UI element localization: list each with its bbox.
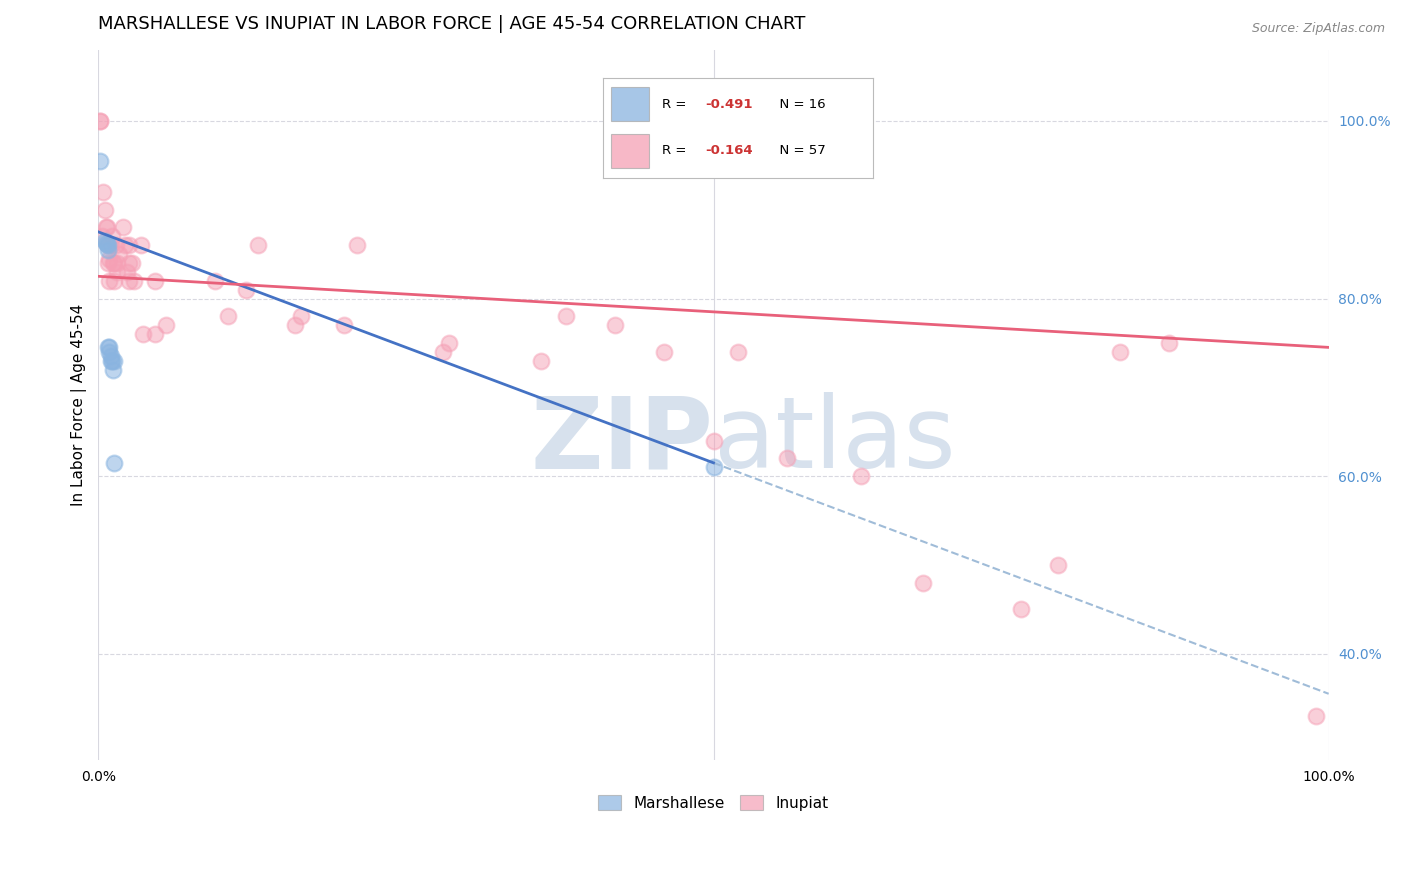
Point [1305,709,1327,723]
Point [554,310,576,324]
Point [284,318,307,333]
Point [105,256,128,270]
Point [217,310,239,324]
Point [333,318,356,333]
Point [103,456,125,470]
Point [97,256,120,270]
Point [100,349,122,363]
Text: atlas: atlas [713,392,955,489]
Y-axis label: In Labor Force | Age 45-54: In Labor Force | Age 45-54 [72,304,87,507]
Point [89,114,111,128]
Text: Source: ZipAtlas.com: Source: ZipAtlas.com [1251,22,1385,36]
Point [98,274,121,288]
Point [97,238,120,252]
Point [103,353,125,368]
Point [91,185,114,199]
Point [94,220,117,235]
Point [96,220,118,235]
Point [849,469,872,483]
Point [98,344,121,359]
Point [911,575,934,590]
Point [103,256,125,270]
Point [143,274,166,288]
Point [111,220,134,235]
Point [247,238,270,252]
Point [118,238,141,252]
Point [101,256,124,270]
Point [89,114,111,128]
Point [155,318,177,333]
Point [97,243,120,257]
Point [108,247,131,261]
Point [603,318,626,333]
Point [1046,558,1069,572]
Legend: Marshallese, Inupiat: Marshallese, Inupiat [592,789,835,817]
Point [121,256,143,270]
Point [93,202,115,217]
Point [432,344,454,359]
Point [530,353,553,368]
Point [103,274,125,288]
Point [100,238,122,252]
Point [98,252,121,266]
Point [93,234,115,248]
Point [702,434,724,448]
Point [652,344,675,359]
Point [105,265,128,279]
Point [97,340,120,354]
Point [143,326,166,341]
Point [1157,335,1180,350]
Point [101,229,124,244]
Point [204,274,226,288]
Text: MARSHALLESE VS INUPIAT IN LABOR FORCE | AGE 45-54 CORRELATION CHART: MARSHALLESE VS INUPIAT IN LABOR FORCE | … [98,15,806,33]
Point [131,326,153,341]
Point [235,283,257,297]
Point [118,274,141,288]
Point [1108,344,1130,359]
Point [89,153,111,168]
Point [702,460,724,475]
Point [101,353,124,368]
Point [727,344,749,359]
Point [1010,602,1032,616]
Point [97,238,120,252]
Point [122,274,145,288]
Point [94,235,117,250]
Point [131,238,153,252]
Point [776,451,799,466]
Point [437,335,460,350]
Point [118,256,141,270]
Point [96,237,118,252]
Point [100,353,122,368]
Point [346,238,368,252]
Point [114,238,136,252]
Point [104,238,127,252]
Text: ZIP: ZIP [530,392,713,489]
Point [91,229,114,244]
Point [101,362,124,376]
Point [98,340,121,354]
Point [115,265,138,279]
Point [290,310,312,324]
